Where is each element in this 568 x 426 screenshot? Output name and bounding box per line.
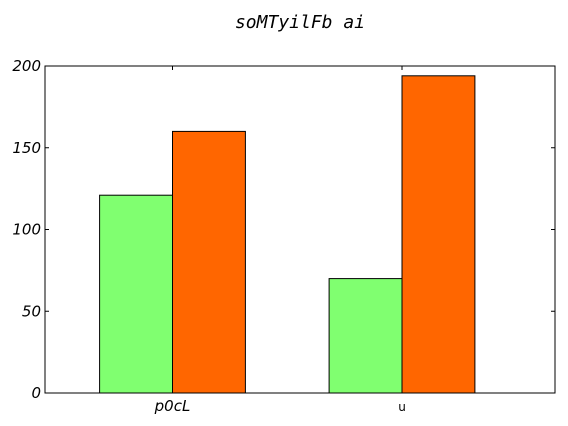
plot-frame [44, 65, 556, 394]
x-tick-label: p0cL [154, 397, 191, 415]
chart-title: soMTyilFb ai [235, 12, 365, 33]
y-tick-label: 0 [31, 384, 41, 402]
bar-0-series-0 [99, 194, 173, 394]
y-tick-label: 100 [12, 221, 41, 239]
bar-1-series-1 [401, 75, 476, 394]
y-axis-tick-labels: 0 50 100 150 200 [12, 57, 41, 402]
x-axis-tick-labels: p0cL u [154, 397, 406, 415]
bar-0-series-1 [172, 130, 246, 394]
bars-group [99, 75, 476, 394]
bar-1-series-0 [328, 278, 403, 394]
y-tick-label: 200 [12, 57, 41, 75]
x-tick-label: u [398, 400, 406, 414]
y-tick-label: 50 [22, 302, 41, 320]
y-tick-label: 150 [12, 139, 41, 157]
